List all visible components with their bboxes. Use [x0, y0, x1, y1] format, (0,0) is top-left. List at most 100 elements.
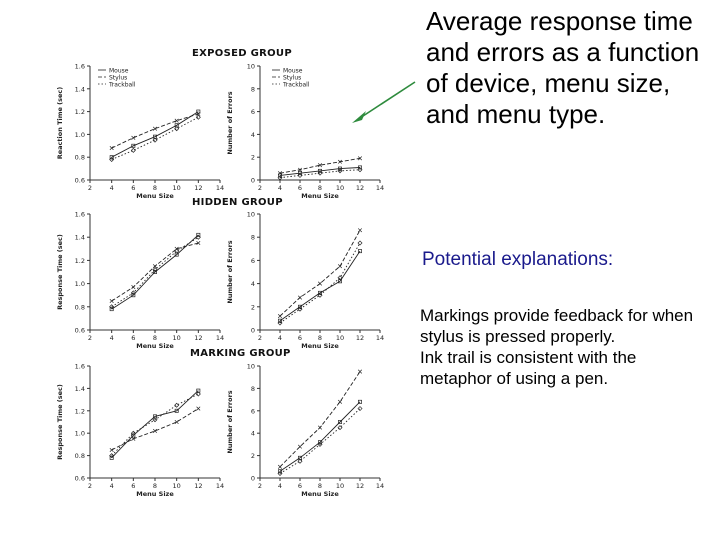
- x-tick-label: 6: [131, 482, 135, 490]
- x-tick-label: 12: [194, 482, 202, 490]
- y-tick-label: 2: [251, 303, 255, 311]
- x-axis-title: Menu Size: [136, 490, 174, 498]
- data-point: [337, 275, 343, 281]
- data-point: [196, 406, 201, 411]
- y-axis-title: Number of Errors: [226, 240, 234, 303]
- data-point: [337, 168, 343, 174]
- y-tick-label: 2: [251, 154, 255, 162]
- explanation-line: Ink trail is consistent with the metapho…: [420, 348, 637, 388]
- y-axis-title: Response Time (sec): [56, 384, 64, 460]
- x-tick-label: 8: [153, 482, 157, 490]
- data-point: [130, 147, 136, 153]
- y-tick-label: 4: [251, 430, 255, 438]
- data-point: [109, 155, 114, 160]
- y-tick-label: 4: [251, 131, 255, 139]
- y-tick-label: 0: [251, 177, 255, 185]
- data-point: [152, 264, 158, 269]
- y-tick-label: 1.0: [75, 131, 85, 139]
- data-point: [317, 163, 323, 168]
- y-axis-title: Response Time (sec): [56, 234, 64, 310]
- x-tick-label: 10: [336, 184, 344, 192]
- x-tick-label: 14: [376, 334, 384, 342]
- series-line-stylus: [279, 229, 361, 317]
- x-tick-label: 10: [173, 482, 181, 490]
- data-point: [358, 249, 362, 254]
- data-point: [109, 156, 115, 162]
- x-tick-label: 4: [278, 334, 282, 342]
- plot-marking-response-time: 0.6 0.8 1.0 1.2 1.4 1.6 2 4 6 8 10 12 14 Response Tim…: [56, 363, 224, 499]
- y-axis-title: Number of Errors: [226, 91, 234, 154]
- data-point: [109, 453, 115, 459]
- data-point: [152, 137, 158, 143]
- series-line-mouse: [279, 250, 361, 322]
- x-tick-label: 8: [153, 334, 157, 342]
- data-point: [195, 114, 201, 120]
- data-point: [337, 425, 343, 431]
- y-tick-label: 1.6: [75, 63, 85, 71]
- x-axis-title: Menu Size: [301, 192, 339, 200]
- x-tick-label: 14: [376, 184, 384, 192]
- data-point: [357, 406, 363, 412]
- legend-label: Stylus: [283, 74, 301, 81]
- y-tick-label: 1.6: [75, 363, 85, 371]
- series-line-stylus: [279, 157, 361, 174]
- y-tick-label: 8: [251, 385, 255, 393]
- y-tick-label: 1.4: [75, 385, 85, 393]
- legend-label: Trackball: [108, 81, 136, 88]
- data-point: [196, 240, 201, 246]
- x-tick-label: 2: [88, 334, 92, 342]
- legend-label: Trackball: [282, 81, 310, 88]
- data-point: [109, 304, 115, 310]
- y-tick-label: 0.8: [75, 452, 85, 460]
- x-axis-title: Menu Size: [301, 342, 339, 350]
- data-point: [297, 458, 303, 464]
- x-tick-label: 8: [318, 334, 322, 342]
- y-tick-label: 4: [251, 280, 255, 288]
- explanations-heading: Potential explanations:: [422, 249, 614, 270]
- y-tick-label: 10: [247, 63, 255, 71]
- data-point: [357, 156, 363, 161]
- data-point: [277, 464, 283, 469]
- data-point: [152, 417, 158, 423]
- y-tick-label: 1.4: [75, 234, 85, 242]
- data-point: [109, 455, 114, 460]
- x-tick-label: 10: [173, 184, 181, 192]
- series-line-stylus: [111, 113, 199, 149]
- data-point: [318, 440, 322, 445]
- data-point: [196, 109, 201, 114]
- data-point: [278, 173, 282, 178]
- data-point: [317, 425, 323, 430]
- data-point: [109, 146, 114, 151]
- x-axis-title: Menu Size: [301, 490, 339, 498]
- y-tick-label: 1.4: [75, 85, 85, 93]
- data-point: [357, 369, 363, 374]
- x-tick-label: 6: [298, 184, 302, 192]
- y-tick-label: 1.0: [75, 430, 85, 438]
- data-point: [317, 281, 323, 286]
- y-tick-label: 10: [247, 363, 255, 371]
- slide-heading: Average response time and errors as a fu…: [426, 6, 700, 129]
- series-line-trackball: [279, 242, 361, 324]
- data-point: [174, 126, 180, 132]
- data-point: [297, 172, 303, 178]
- data-point: [131, 135, 136, 140]
- data-point: [278, 318, 282, 323]
- x-tick-label: 2: [258, 334, 262, 342]
- legend-label: Stylus: [109, 74, 127, 81]
- x-tick-label: 2: [88, 482, 92, 490]
- y-tick-label: 1.6: [75, 211, 85, 219]
- x-tick-label: 14: [216, 482, 224, 490]
- data-point: [174, 408, 179, 413]
- y-tick-label: 2: [251, 452, 255, 460]
- data-point: [318, 290, 322, 295]
- x-tick-label: 12: [356, 184, 364, 192]
- x-tick-label: 14: [376, 482, 384, 490]
- x-tick-label: 8: [153, 184, 157, 192]
- data-point: [337, 159, 343, 164]
- data-point: [195, 234, 201, 240]
- y-axis-title: Number of Errors: [226, 390, 234, 453]
- series-line-trackball: [279, 408, 361, 474]
- data-point: [131, 293, 136, 298]
- y-tick-label: 1.2: [75, 108, 85, 116]
